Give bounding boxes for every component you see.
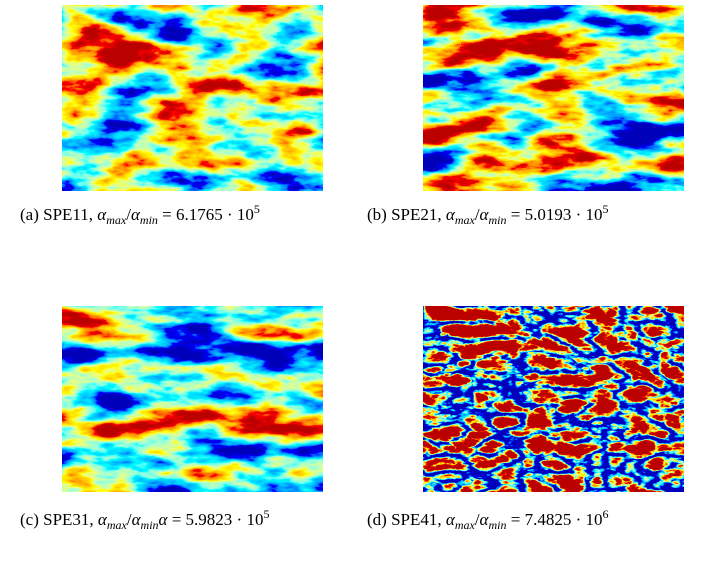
exponent: 5 — [602, 202, 609, 216]
power: 105 — [246, 507, 270, 529]
subscript: min — [139, 213, 158, 227]
symbol: α — [131, 510, 141, 529]
slash: / — [126, 205, 131, 224]
power: 105 — [236, 202, 260, 224]
ratio: αmax/αmin — [445, 510, 507, 532]
caption: (d) SPE41, αmax/αmin = 7.4825 · 106 — [367, 507, 710, 532]
power: 106 — [585, 507, 609, 529]
power-base: 10 — [246, 510, 264, 529]
heatmap — [62, 306, 323, 492]
value: = 6.1765 · — [162, 205, 233, 224]
heatmap — [423, 5, 684, 191]
permeability-image — [423, 306, 684, 492]
heatmap — [423, 306, 684, 492]
permeability-image — [62, 5, 323, 191]
caption: (a) SPE11, αmax/αmin = 6.1765 · 105 — [20, 202, 363, 227]
caption-label: (a) — [20, 205, 39, 224]
slash: / — [126, 510, 132, 529]
caption-label: (b) — [367, 205, 387, 224]
value: = 5.9823 · — [171, 510, 243, 529]
caption-label: (d) — [367, 510, 387, 529]
power-base: 10 — [236, 205, 254, 224]
permeability-image — [423, 5, 684, 191]
power: 105 — [585, 202, 609, 224]
ratio: αmax/αmin — [445, 205, 507, 227]
slash: / — [474, 510, 480, 529]
subscript: min — [140, 518, 159, 532]
power-base: 10 — [585, 510, 603, 529]
symbol: α — [479, 510, 489, 529]
symbol: α — [445, 205, 455, 224]
subscript: max — [106, 518, 127, 532]
ratio: αmax/αmin — [97, 205, 158, 227]
exponent: 6 — [602, 507, 609, 521]
value: = 7.4825 · — [510, 510, 582, 529]
dataset-name: SPE31, — [43, 510, 94, 529]
heatmap — [62, 5, 323, 191]
dataset-name: SPE11, — [43, 205, 94, 224]
value: = 5.0193 · — [510, 205, 582, 224]
caption: (b) SPE21, αmax/αmin = 5.0193 · 105 — [367, 202, 710, 227]
dataset-name: SPE41, — [391, 510, 442, 529]
caption: (c) SPE31, αmax/αminα = 5.9823 · 105 — [20, 507, 363, 532]
permeability-image — [62, 306, 323, 492]
ratio: αmax/αminα — [97, 510, 168, 532]
symbol: α — [97, 205, 107, 224]
symbol: α — [130, 205, 140, 224]
exponent: 5 — [263, 507, 270, 521]
symbol: α — [445, 510, 455, 529]
power-base: 10 — [585, 205, 603, 224]
subscript: min — [488, 213, 507, 227]
dataset-name: SPE21, — [391, 205, 442, 224]
subscript: max — [454, 213, 475, 227]
symbol: α — [97, 510, 107, 529]
subscript: max — [454, 518, 475, 532]
subscript: max — [106, 213, 127, 227]
symbol: α — [158, 510, 168, 529]
caption-label: (c) — [20, 510, 39, 529]
exponent: 5 — [253, 202, 260, 216]
symbol: α — [479, 205, 489, 224]
subscript: min — [488, 518, 507, 532]
slash: / — [474, 205, 480, 224]
